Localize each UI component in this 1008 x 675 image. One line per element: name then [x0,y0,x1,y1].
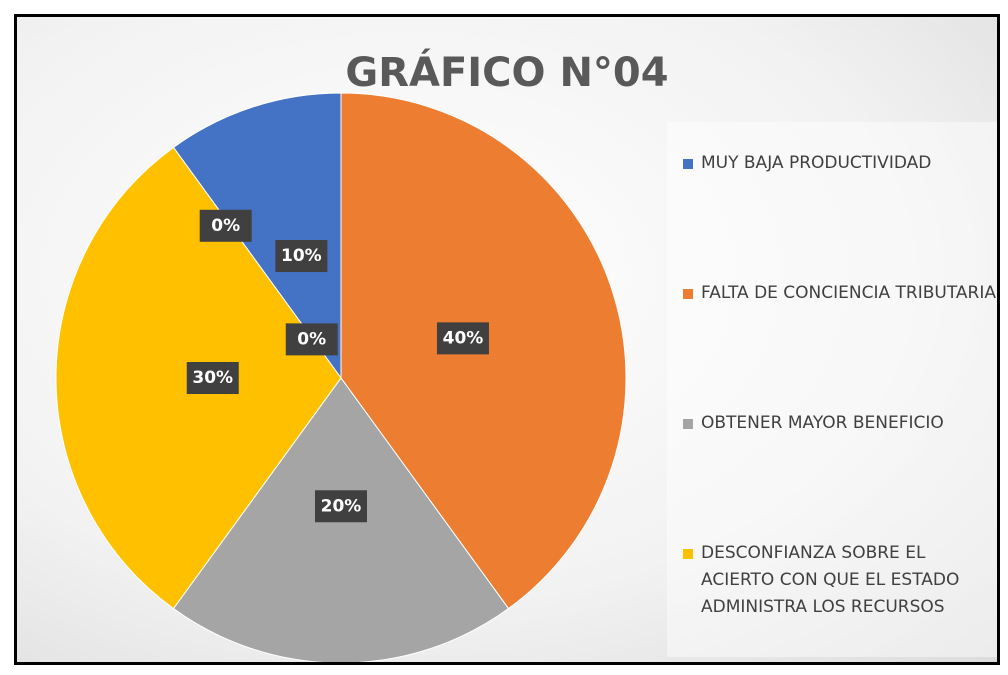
data-label: 0% [285,323,338,356]
legend-text: OBTENER MAYOR BENEFICIO [701,413,944,433]
legend-swatch [683,159,693,169]
data-label-text: 40% [443,328,484,348]
legend-entry: DESCONFIANZA SOBRE EL ACIERTO CON QUE EL… [679,540,997,621]
legend-swatch [683,419,693,429]
data-label-box [186,362,239,394]
data-label: 0% [199,209,252,242]
legend-text: DESCONFIANZA SOBRE EL ACIERTO CON QUE EL… [701,543,960,617]
data-label: 40% [436,322,489,355]
chart: GRÁFICO N°04 10% 40% 20% 30% 0% 0% MUY BAJA P… [14,14,1000,665]
legend-text: FALTA DE CONCIENCIA TRIBUTARIA [701,283,997,303]
data-label-box [315,490,367,523]
data-label: 30% [186,362,239,394]
data-label-text: 20% [321,496,362,516]
legend: MUY BAJA PRODUCTIVIDAD FALTA DE CONCIENCI… [667,122,997,657]
legend-swatch [683,549,693,559]
data-label-text: 10% [281,246,322,266]
data-label-text: 30% [192,368,233,388]
data-label-text: 0% [297,329,326,349]
pie-slice [172,92,342,380]
legend-entry: FALTA DE CONCIENCIA TRIBUTARIA [679,280,997,307]
data-label-box [199,209,252,242]
data-label: 10% [275,240,328,273]
data-label-text: 0% [211,216,240,236]
legend-swatch [683,289,693,299]
legend-text: MUY BAJA PRODUCTIVIDAD [701,153,932,173]
legend-entry: OBTENER MAYOR BENEFICIO [679,410,997,437]
data-label-box [436,322,489,355]
data-label-box [285,323,338,356]
pie-area: GRÁFICO N°04 10% 40% 20% 30% 0% 0% [55,48,669,662]
legend-entry: MUY BAJA PRODUCTIVIDAD [679,150,997,177]
data-label: 20% [315,490,367,523]
data-label-box [275,240,328,273]
chart-title: GRÁFICO N°04 [345,48,668,96]
